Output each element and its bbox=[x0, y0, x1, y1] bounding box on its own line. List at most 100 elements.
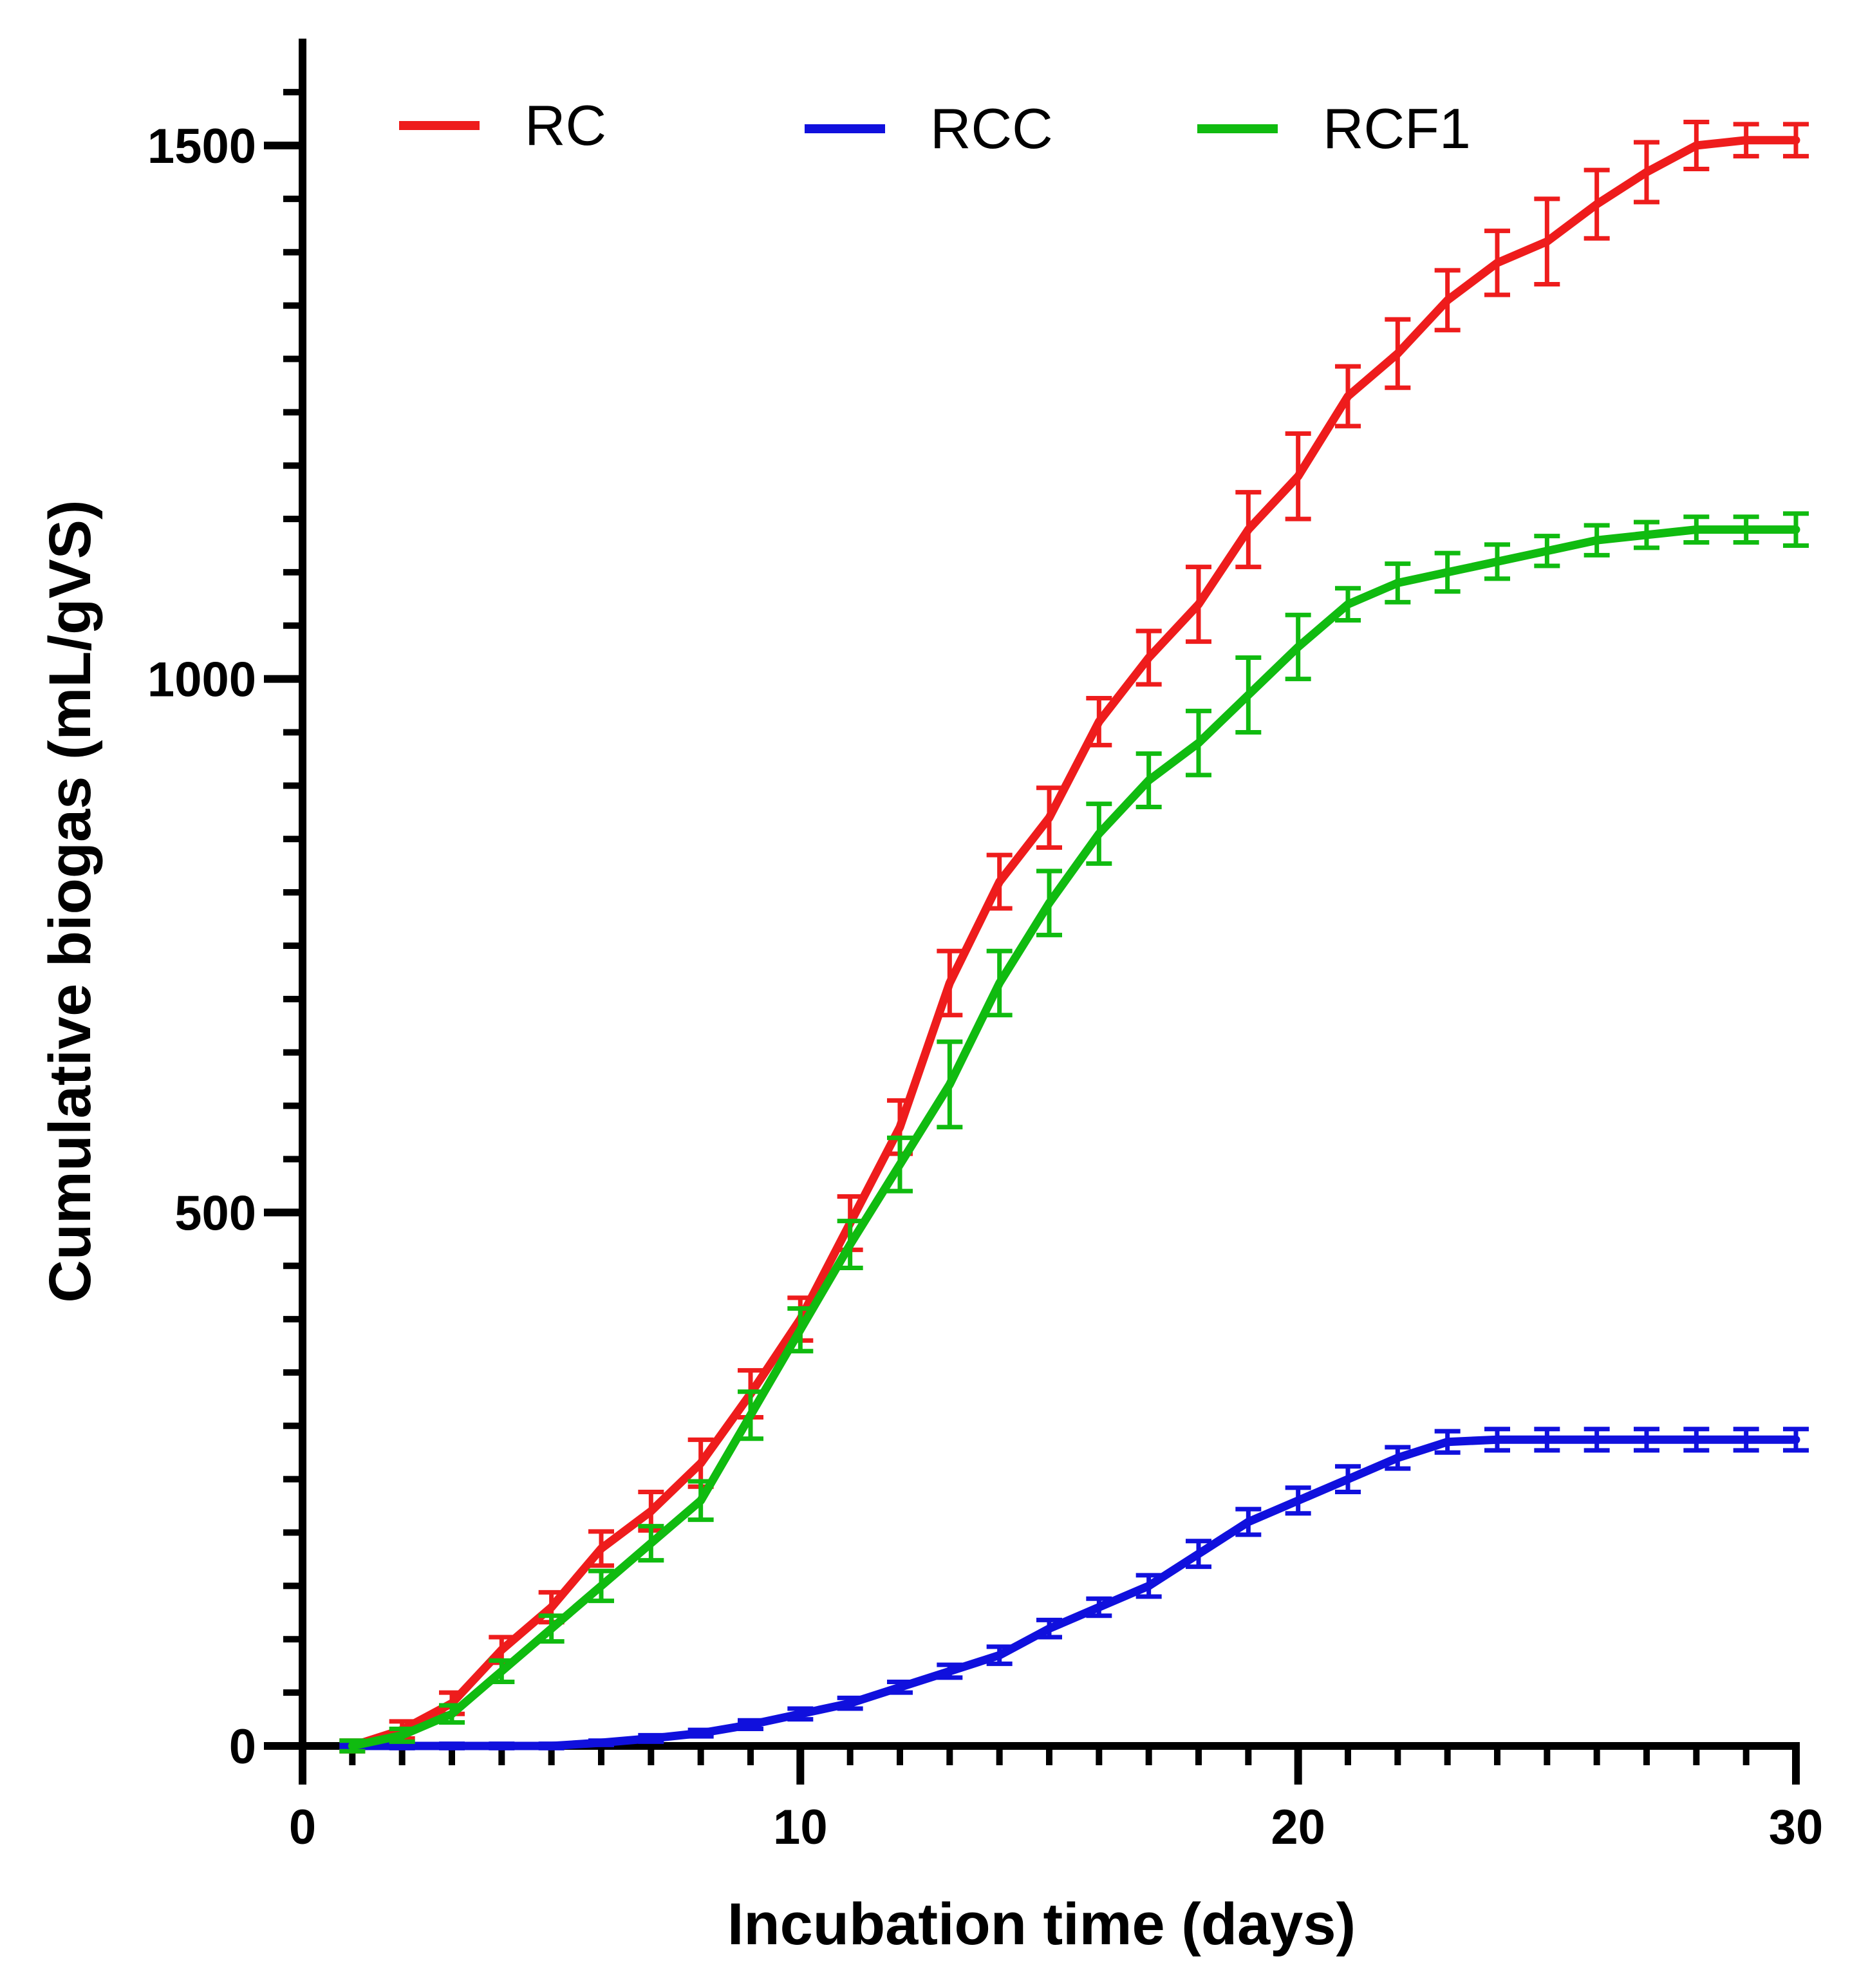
error-bar-rcf1 bbox=[937, 1039, 963, 1130]
error-bar-rcf1 bbox=[489, 1658, 515, 1685]
series-line-rcf1 bbox=[348, 525, 1800, 1750]
legend-item-rc: RC bbox=[399, 93, 606, 157]
error-bar-rc bbox=[1583, 167, 1610, 241]
error-bar-rcc bbox=[389, 1741, 415, 1750]
error-bar-rc bbox=[1086, 695, 1112, 747]
error-bar-rcc bbox=[986, 1644, 1013, 1666]
y-tick-label: 1000 bbox=[147, 653, 256, 708]
error-bar-rcc bbox=[1434, 1429, 1461, 1455]
error-bar-rc bbox=[1733, 122, 1759, 159]
series-line-rc bbox=[348, 136, 1800, 1750]
error-bar-rcf1 bbox=[1385, 561, 1411, 605]
error-bar-rcc bbox=[1036, 1617, 1062, 1640]
error-bar-rc bbox=[1036, 785, 1062, 850]
series-rcc bbox=[339, 1427, 1809, 1750]
error-bar-rc bbox=[588, 1529, 614, 1568]
x-tick-label: 0 bbox=[289, 1800, 316, 1855]
error-bar-rcf1 bbox=[1186, 708, 1211, 778]
error-bar-rc bbox=[937, 948, 963, 1018]
error-bar-rcf1 bbox=[638, 1524, 664, 1563]
error-bar-rcc bbox=[538, 1741, 565, 1750]
error-bar-rc bbox=[1634, 140, 1659, 205]
error-bar-rcf1 bbox=[1235, 655, 1262, 735]
error-bar-rcf1 bbox=[1683, 514, 1710, 545]
error-bar-rcf1 bbox=[1285, 612, 1311, 682]
error-bar-rcc bbox=[937, 1662, 963, 1680]
x-tick-label: 10 bbox=[773, 1800, 828, 1855]
legend-label-rcf1: RCF1 bbox=[1323, 97, 1471, 160]
error-bar-rc bbox=[1335, 364, 1361, 429]
legend-item-rcf1: RCF1 bbox=[1197, 97, 1471, 160]
error-bar-rcc bbox=[887, 1680, 913, 1695]
error-bar-rcc bbox=[787, 1706, 814, 1722]
error-bar-rcc bbox=[1783, 1427, 1809, 1453]
series-rc bbox=[339, 120, 1809, 1754]
error-bar-rcf1 bbox=[538, 1613, 565, 1644]
error-bar-rcf1 bbox=[1583, 523, 1610, 558]
error-bar-rcf1 bbox=[1634, 520, 1659, 550]
error-bar-rcc bbox=[1683, 1427, 1710, 1453]
error-bar-rcc bbox=[1186, 1539, 1211, 1570]
axes: 0 500 1000 1500 0 10 20 30 bbox=[147, 39, 1823, 1855]
error-bar-rcc bbox=[837, 1695, 863, 1711]
error-bar-rcc bbox=[588, 1738, 614, 1747]
error-bar-rcf1 bbox=[1086, 802, 1112, 866]
error-bar-rcf1 bbox=[439, 1703, 465, 1725]
legend-label-rc: RC bbox=[525, 93, 606, 157]
error-bar-rcf1 bbox=[1733, 514, 1759, 545]
y-tick-label: 0 bbox=[229, 1720, 256, 1774]
error-bar-rcf1 bbox=[1534, 534, 1560, 568]
error-bar-rcf1 bbox=[389, 1726, 415, 1744]
error-bar-rc bbox=[1434, 268, 1461, 333]
error-bar-rc bbox=[1385, 317, 1411, 390]
error-bar-rcc bbox=[1335, 1464, 1361, 1495]
error-bar-rcf1 bbox=[1484, 542, 1510, 581]
error-bar-rcc bbox=[1534, 1427, 1560, 1453]
error-bar-rc bbox=[1135, 628, 1162, 687]
error-bar-rcc bbox=[638, 1732, 664, 1744]
error-bar-rcf1 bbox=[837, 1219, 863, 1271]
error-bar-rcc bbox=[489, 1741, 515, 1750]
error-bar-rcc bbox=[1285, 1485, 1311, 1516]
series-rcf1 bbox=[339, 511, 1809, 1754]
error-bar-rcc bbox=[687, 1727, 714, 1739]
x-tick-label: 30 bbox=[1769, 1800, 1824, 1855]
error-bar-rcc bbox=[1086, 1596, 1112, 1618]
error-bar-rcf1 bbox=[687, 1479, 714, 1523]
error-bar-rcf1 bbox=[986, 948, 1013, 1018]
error-bar-rcf1 bbox=[1434, 550, 1461, 594]
error-bar-rc bbox=[1285, 431, 1311, 521]
error-bar-rc bbox=[1534, 196, 1560, 286]
y-tick-label: 1500 bbox=[147, 119, 256, 174]
x-tick-label: 20 bbox=[1271, 1800, 1325, 1855]
error-bar-rc bbox=[1235, 490, 1262, 570]
error-bar-rcf1 bbox=[1335, 586, 1361, 623]
legend-label-rcc: RCC bbox=[930, 97, 1053, 160]
error-bar-rcc bbox=[1634, 1427, 1659, 1453]
error-bar-rcc bbox=[1484, 1427, 1510, 1453]
error-bar-rcc bbox=[738, 1718, 763, 1731]
error-bar-rc bbox=[1484, 229, 1510, 297]
y-axis-title: Cumulative biogas (mL/gVS) bbox=[37, 500, 103, 1302]
error-bar-rcc bbox=[1733, 1427, 1759, 1453]
error-bar-rcf1 bbox=[1135, 751, 1162, 810]
error-bar-rcf1 bbox=[1783, 511, 1809, 548]
legend-item-rcc: RCC bbox=[805, 97, 1053, 160]
error-bar-rc bbox=[1783, 122, 1809, 159]
error-bar-rcf1 bbox=[588, 1568, 614, 1604]
error-bar-rc bbox=[1683, 120, 1710, 171]
error-bar-rcc bbox=[1135, 1573, 1162, 1599]
error-bar-rcf1 bbox=[887, 1135, 913, 1194]
error-bar-rcc bbox=[1385, 1445, 1411, 1471]
y-tick-label: 500 bbox=[174, 1186, 256, 1241]
legend: RC RCC RCF1 bbox=[399, 93, 1471, 160]
error-bar-rc bbox=[986, 852, 1013, 911]
x-axis-title: Incubation time (days) bbox=[727, 1891, 1356, 1957]
error-bar-rcf1 bbox=[738, 1389, 763, 1441]
error-bar-rcf1 bbox=[1036, 868, 1062, 937]
error-bar-rcf1 bbox=[339, 1738, 366, 1754]
error-bar-rcc bbox=[1235, 1506, 1262, 1537]
series-group bbox=[339, 120, 1809, 1754]
error-bar-rcc bbox=[439, 1741, 465, 1750]
